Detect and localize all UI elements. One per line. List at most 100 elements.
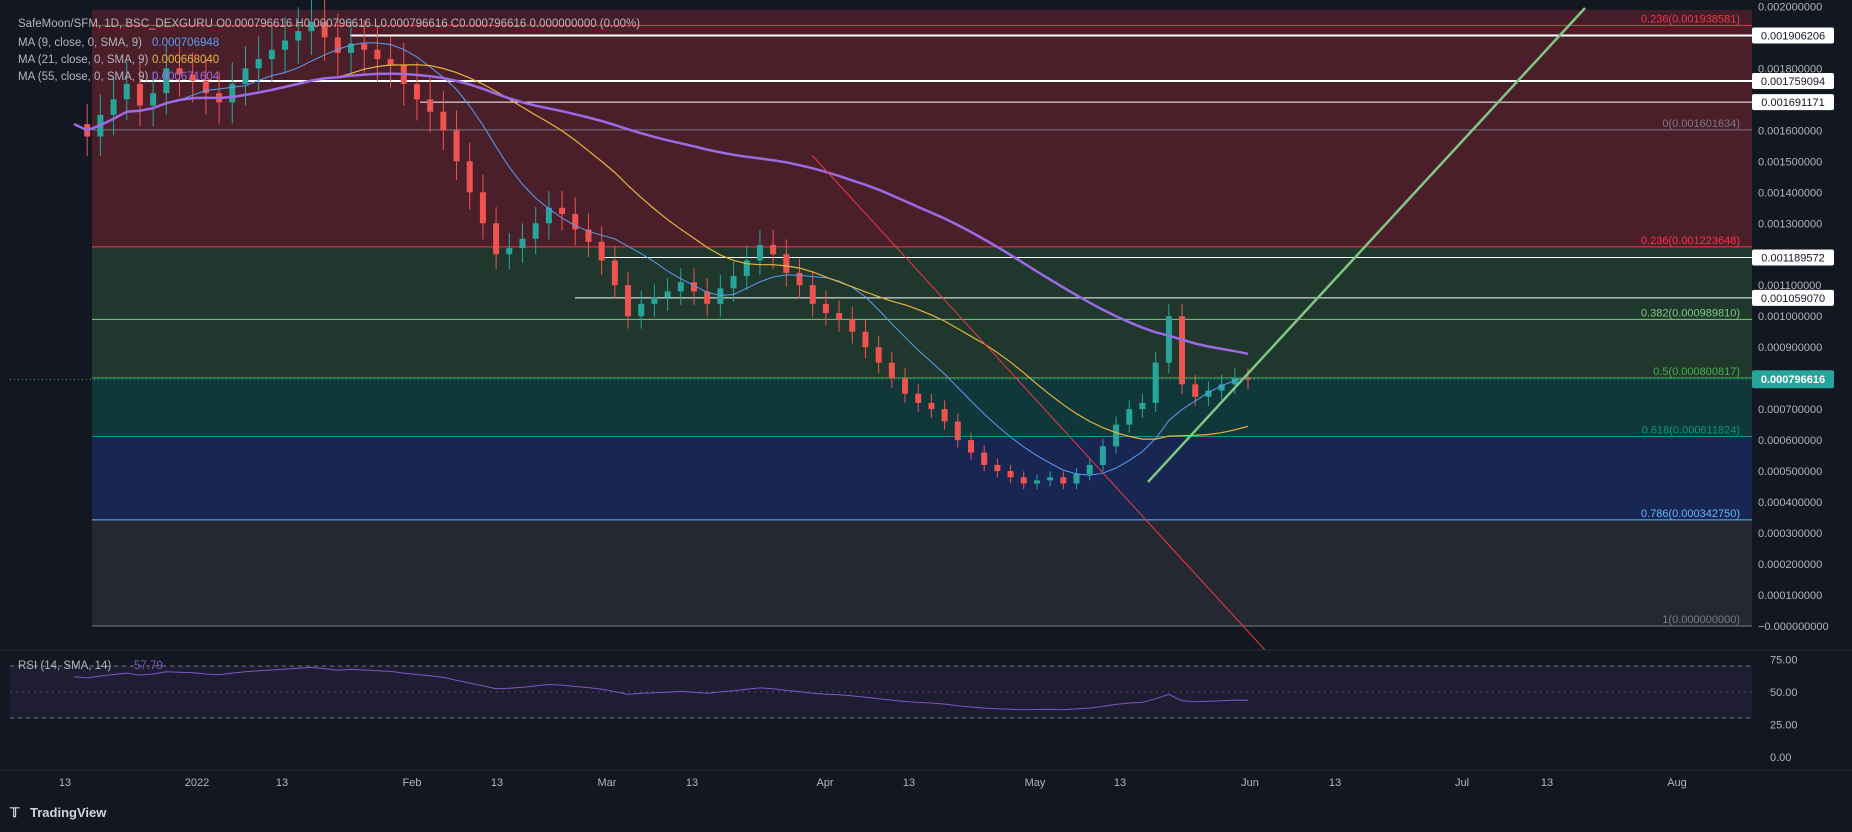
price-level-box[interactable] bbox=[1752, 94, 1834, 111]
price-tick-label: 0.000700000 bbox=[1758, 404, 1822, 416]
price-tick-label: 0.000100000 bbox=[1758, 590, 1822, 602]
horizontal-lines bbox=[140, 34, 1752, 299]
price-axis[interactable]: 0.002000000 0.001800000 0.001600000 0.00150… bbox=[10, 1, 1834, 633]
candle-body bbox=[282, 40, 289, 50]
candle-body bbox=[1086, 464, 1093, 475]
time-tick-label: Jun bbox=[1241, 777, 1259, 789]
main-pane bbox=[10, 0, 1750, 640]
price-tick-label: 0.001100000 bbox=[1758, 280, 1821, 292]
price-tick-label: 0.001300000 bbox=[1758, 218, 1822, 230]
fib-zone bbox=[92, 246, 1752, 320]
candle-body bbox=[796, 272, 803, 286]
candle-body bbox=[572, 213, 579, 230]
ma-line-9[interactable] bbox=[73, 42, 1249, 476]
candle-body bbox=[242, 68, 249, 84]
downtrend-line[interactable] bbox=[811, 154, 1266, 651]
current-price-box[interactable] bbox=[1752, 370, 1834, 389]
price-level-box[interactable] bbox=[1752, 73, 1834, 90]
price-level-box-label: 0.001059070 bbox=[1761, 293, 1825, 305]
trendlines[interactable] bbox=[811, 7, 1586, 651]
candle-body bbox=[110, 99, 117, 115]
candle-body bbox=[532, 223, 539, 239]
price-tick-label: 0.002000000 bbox=[1758, 1, 1822, 13]
candle-body bbox=[506, 248, 513, 255]
candle-body bbox=[717, 288, 724, 304]
uptrend-line[interactable] bbox=[1147, 7, 1586, 483]
candle-body bbox=[994, 464, 1001, 472]
rsi-tick-label: 0.00 bbox=[1770, 752, 1791, 764]
price-level-box[interactable] bbox=[1752, 249, 1834, 266]
candle-body bbox=[875, 347, 882, 363]
moving-averages bbox=[73, 42, 1249, 476]
candle-body bbox=[638, 303, 645, 317]
ma-line-55[interactable] bbox=[73, 72, 1249, 356]
candle-body bbox=[836, 313, 843, 320]
fib-labels: 0.236(0.001938581) 0(0.001601634) 0.236(0.… bbox=[1641, 13, 1740, 626]
candle-body bbox=[150, 93, 157, 106]
time-tick-label: Apr bbox=[816, 777, 833, 789]
current-price-label: 0.000796616 bbox=[1761, 374, 1825, 386]
candles bbox=[84, 0, 1251, 490]
candle-body bbox=[466, 161, 473, 193]
candle-body bbox=[453, 130, 460, 162]
price-tick-label: 0.001600000 bbox=[1758, 125, 1822, 137]
time-tick-label: 13 bbox=[491, 777, 503, 789]
rsi-label[interactable]: RSI (14, SMA, 14) bbox=[18, 660, 111, 672]
fib-zone bbox=[92, 319, 1752, 378]
price-tick-label: 0.000500000 bbox=[1758, 466, 1822, 478]
candle-body bbox=[229, 83, 236, 103]
time-tick-label: 2022 bbox=[185, 777, 209, 789]
tradingview-logo[interactable]: 𝕋 TradingView bbox=[9, 805, 107, 820]
time-tick-label: 13 bbox=[903, 777, 915, 789]
rsi-line[interactable] bbox=[73, 666, 1249, 711]
fib-label: 0.236(0.001223648) bbox=[1641, 235, 1740, 247]
candle-body bbox=[308, 21, 315, 32]
candle-body bbox=[1165, 316, 1172, 363]
candle-body bbox=[189, 74, 196, 81]
fib-zones bbox=[92, 10, 1752, 626]
indicator-name[interactable]: MA (9, close, 0, SMA, 9) bbox=[18, 37, 142, 49]
candle-body bbox=[1020, 477, 1027, 484]
candle-body bbox=[268, 49, 275, 60]
price-level-box[interactable] bbox=[1752, 289, 1834, 306]
fib-label: 0(0.001601634) bbox=[1662, 118, 1740, 130]
time-tick-label: 13 bbox=[1541, 777, 1553, 789]
candle-body bbox=[1205, 390, 1212, 397]
candle-body bbox=[770, 244, 777, 255]
candle-body bbox=[928, 402, 935, 410]
rsi-pane: RSI (14, SMA, 14) 57.79 75.00 50.00 25.00 0.0… bbox=[10, 655, 1798, 764]
candle-body bbox=[862, 331, 869, 348]
candle-body bbox=[413, 83, 420, 100]
indicator-name[interactable]: MA (55, close, 0, SMA, 9) bbox=[18, 71, 149, 83]
indicator-value: 0.000668040 bbox=[152, 54, 219, 66]
candle-body bbox=[730, 275, 737, 289]
candle-body bbox=[374, 49, 381, 60]
candle-body bbox=[677, 282, 684, 292]
candle-body bbox=[1179, 316, 1186, 385]
time-tick-label: 13 bbox=[276, 777, 288, 789]
fib-label: 1(0.000000000) bbox=[1662, 614, 1740, 626]
tradingview-brand: TradingView bbox=[30, 805, 107, 820]
candle-body bbox=[479, 192, 486, 224]
candle-body bbox=[849, 319, 856, 332]
time-tick-label: 13 bbox=[1114, 777, 1126, 789]
fib-zone bbox=[92, 436, 1752, 520]
fib-lines bbox=[92, 24, 1752, 627]
price-level-box[interactable] bbox=[1752, 27, 1834, 44]
fib-label: 0.236(0.001938581) bbox=[1641, 13, 1740, 25]
candle-body bbox=[625, 285, 632, 317]
price-level-box-label: 0.001691171 bbox=[1761, 97, 1824, 109]
fib-zone bbox=[92, 129, 1752, 247]
rsi-tick-label: 25.00 bbox=[1770, 720, 1798, 732]
indicator-name[interactable]: MA (21, close, 0, SMA, 9) bbox=[18, 54, 149, 66]
candle-body bbox=[809, 285, 816, 304]
time-tick-label: May bbox=[1025, 777, 1046, 789]
price-tick-label: 0.001800000 bbox=[1758, 63, 1822, 75]
time-tick-label: Jul bbox=[1455, 777, 1469, 789]
candle-body bbox=[176, 68, 183, 75]
time-tick-label: Mar bbox=[598, 777, 617, 789]
candle-body bbox=[348, 43, 355, 53]
time-axis[interactable]: 13 2022 13 Feb 13 Mar 13 Apr 13 May 13 Jun 13 Jul 13 Au… bbox=[0, 769, 1852, 789]
candle-body bbox=[255, 59, 262, 69]
